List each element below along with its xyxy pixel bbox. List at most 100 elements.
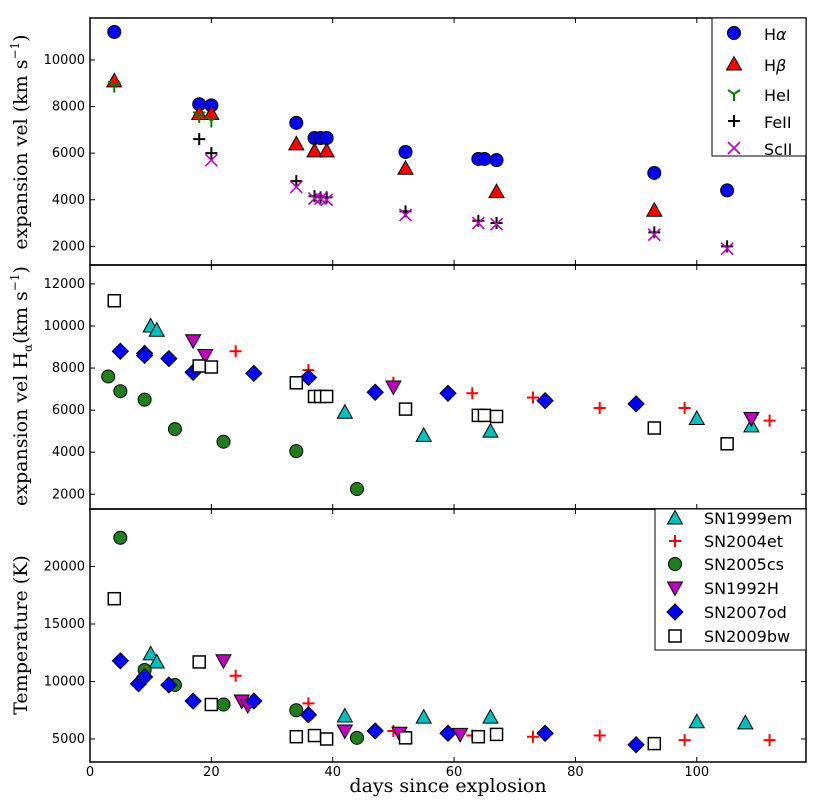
data-point-sn1999em [482,708,499,724]
data-point-sn2004et [526,730,539,743]
data-point-sn2009bw [204,697,219,712]
data-point-sn2005cs [113,530,128,545]
data-point-sn2009bw [477,408,492,423]
x-tick-label: 60 [446,765,463,780]
y-tick-label: 2000 [52,239,85,254]
panel-0-points [105,24,735,256]
data-point-sn1999em [688,713,706,729]
ticks-layer: 0 20 40 60 80 100 2000 4000 6000 8000 10000 2000 400… [44,18,806,780]
data-point-sn2007od [245,364,263,383]
data-point-sn2009bw [307,728,322,743]
data-point-sn2009bw [319,732,334,746]
legend-halpha-greek: α [776,25,787,44]
data-point-scii [471,216,485,230]
legend-marker-hei [727,89,741,101]
data-point-sn2004et [763,734,776,747]
data-point-hα [647,165,662,180]
x-tick-label: 80 [567,765,584,780]
data-point-sn2004et [466,387,479,400]
legend-sn1999em: SN1999em [704,509,792,528]
bottom-y-axis-label: Temperature (K) [10,555,32,715]
data-point-scii [720,242,734,256]
top-legend-box [711,17,807,157]
legend-marker-sn1992h [666,581,684,597]
data-point-sn2007od [160,676,178,694]
data-point-sn2005cs [289,703,304,718]
data-point-sn2009bw [204,360,219,374]
data-point-sn2007od [536,391,554,410]
data-point-sn2007od [111,652,130,670]
data-point-sn1999em [336,403,354,419]
y-tick-label: 8000 [52,361,85,376]
data-point-feii [490,217,503,230]
data-point-sn2009bw [289,376,304,390]
data-point-sn2009bw [720,437,734,451]
data-point-sn2009bw [289,729,304,744]
data-point-sn2005cs [216,434,231,449]
data-point-scii [320,193,334,207]
legend-marker-sn2005cs [668,557,682,571]
data-point-sn2004et [229,345,242,358]
y-tick-label: 10000 [44,53,85,68]
legend-marker-hα [727,26,741,40]
data-point-hei [107,80,121,93]
legend-sn2007od: SN2007od [704,603,787,622]
top-panel-frame [89,17,807,266]
legend-feii: FeII [764,113,792,132]
legend-hbeta-main: H [764,56,776,75]
data-point-hα [107,24,122,39]
legend-scii: ScII [764,140,792,159]
data-point-sn2009bw [319,389,334,404]
data-point-sn1992h [743,412,760,428]
data-point-sn2007od [299,706,318,724]
data-point-sn2007od [245,692,263,710]
legend-marker-scii [727,141,741,155]
middle-y-axis-label: expansion vel Hα(km s−1) [8,266,35,506]
data-point-sn1992h [196,348,214,364]
data-point-sn2009bw [647,736,662,751]
data-point-sn1992h [184,334,202,350]
x-tick-label: 0 [86,765,94,780]
data-point-hβ [488,183,505,199]
legend-sn2005cs: SN2005cs [704,555,784,574]
marks-layer [101,24,776,754]
data-point-scii [647,228,661,242]
data-point-hβ [306,142,323,158]
legend-marker-feii [728,115,740,127]
legend-halpha-main: H [764,25,776,44]
data-point-sn2004et [678,402,691,415]
data-point-sn2004et [229,669,242,682]
data-point-sn2005cs [216,697,231,712]
data-point-sn2005cs [167,422,182,437]
y-tick-label: 5000 [52,732,85,747]
bottom-legend-markers [666,509,684,643]
legend-sn2004et: SN2004et [704,532,783,551]
x-tick-label: 20 [203,765,220,780]
data-point-feii [721,240,734,253]
y-tick-label: 6000 [52,403,85,418]
data-point-sn1999em [688,410,706,426]
data-point-sn2009bw [107,591,122,606]
y-tick-label: 20000 [44,560,85,575]
top-legend: Hα Hβ HeI FeII ScII [711,17,807,159]
middle-y-label-sub: α [21,344,35,352]
data-point-feii [205,147,218,160]
data-point-sn2007od [536,724,554,742]
data-point-sn1992h [336,724,354,740]
data-point-sn2007od [627,395,645,413]
data-point-sn2009bw [192,359,206,373]
data-point-sn1999em [736,714,754,730]
data-point-sn1999em [148,653,166,669]
y-tick-label: 15000 [44,617,85,632]
y-tick-label: 2000 [52,487,85,502]
data-point-sn2005cs [349,482,364,497]
top-y-label-main: expansion vel (km s [10,60,32,250]
x-tick-label: 100 [684,765,709,780]
data-point-sn2007od [160,349,178,368]
data-point-sn1999em [336,707,354,723]
data-point-sn2004et [593,402,606,415]
data-point-sn2009bw [398,402,413,416]
legend-marker-hβ [725,55,743,71]
data-point-sn1999em [415,426,433,442]
data-point-sn2007od [439,724,457,742]
